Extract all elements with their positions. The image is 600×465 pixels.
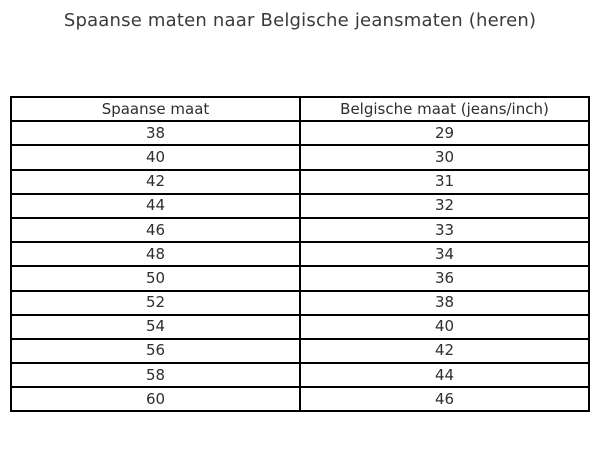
- column-header-belgische-maat: Belgische maat (jeans/inch): [299, 95, 590, 123]
- table-row: 50 36: [10, 265, 590, 292]
- table-row: 56 42: [10, 337, 590, 365]
- table-cell: 40: [10, 144, 301, 171]
- table-row: 58 44: [10, 362, 590, 389]
- table-cell: 60: [10, 386, 301, 413]
- table-cell: 31: [299, 168, 590, 195]
- table-cell: 42: [299, 337, 590, 365]
- table-cell: 50: [10, 265, 301, 292]
- table-row: 52 38: [10, 289, 590, 316]
- table-body: 38 29 40 30 42 31 44 32 46 33 48 34 50 36 52 38 54 40 56 42…: [10, 120, 590, 413]
- table-row: 48 34: [10, 241, 590, 268]
- table-cell: 54: [10, 313, 301, 340]
- table-cell: 44: [299, 362, 590, 389]
- table-cell: 36: [299, 265, 590, 292]
- table-row: 46 33: [10, 216, 590, 244]
- table-row: 40 30: [10, 144, 590, 171]
- table-cell: 58: [10, 362, 301, 389]
- table-cell: 48: [10, 241, 301, 268]
- table-cell: 30: [299, 144, 590, 171]
- table-cell: 38: [299, 289, 590, 316]
- table-cell: 56: [10, 337, 301, 365]
- table-row: 42 31: [10, 168, 590, 195]
- table-cell: 44: [10, 192, 301, 219]
- table-header-row: Spaanse maat Belgische maat (jeans/inch): [10, 95, 590, 123]
- table-cell: 42: [10, 168, 301, 195]
- table-cell: 32: [299, 192, 590, 219]
- table-row: 54 40: [10, 313, 590, 340]
- column-header-spaanse-maat: Spaanse maat: [10, 95, 301, 123]
- page: Spaanse maten naar Belgische jeansmaten …: [0, 0, 600, 413]
- table-cell: 33: [299, 216, 590, 244]
- table-cell: 29: [299, 120, 590, 147]
- table-cell: 38: [10, 120, 301, 147]
- table-row: 44 32: [10, 192, 590, 219]
- table-cell: 52: [10, 289, 301, 316]
- size-conversion-table: Spaanse maat Belgische maat (jeans/inch)…: [10, 95, 590, 413]
- table-cell: 46: [299, 386, 590, 413]
- table-cell: 40: [299, 313, 590, 340]
- table-row: 60 46: [10, 386, 590, 413]
- table-cell: 46: [10, 216, 301, 244]
- table-cell: 34: [299, 241, 590, 268]
- page-title: Spaanse maten naar Belgische jeansmaten …: [63, 10, 537, 31]
- table-row: 38 29: [10, 120, 590, 147]
